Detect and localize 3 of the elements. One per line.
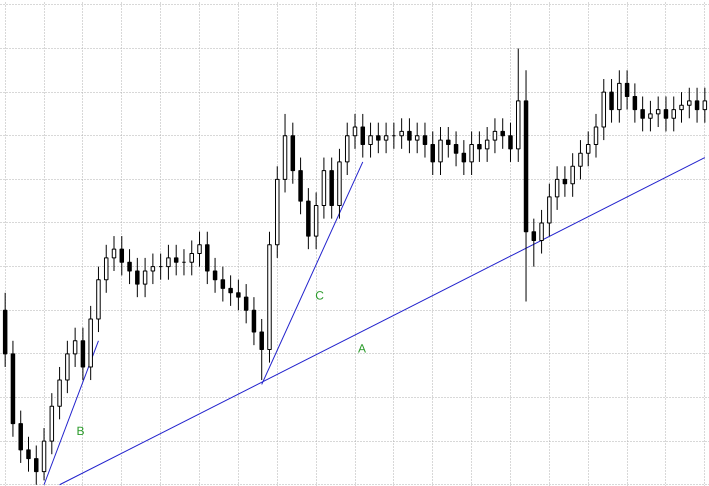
series-label: A xyxy=(358,342,366,356)
series-label: C xyxy=(315,288,324,302)
series-label: B xyxy=(76,424,85,438)
